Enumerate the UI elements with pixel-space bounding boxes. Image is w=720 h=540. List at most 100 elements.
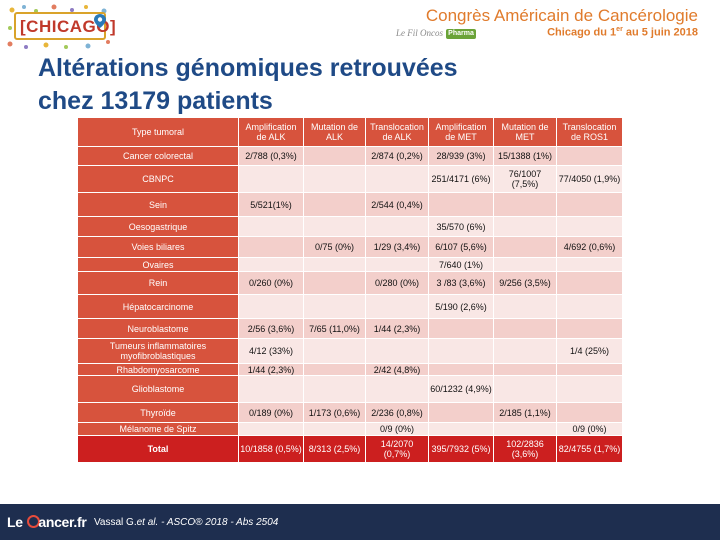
table-cell xyxy=(493,375,557,403)
table-cell: 7/65 (11,0%) xyxy=(303,318,366,339)
table-cell: 77/4050 (1,9%) xyxy=(556,165,623,193)
citation-etal: et al. xyxy=(136,517,159,528)
column-header: Mutation de MET xyxy=(493,117,557,147)
table-row: Cancer colorectal 2/788 (0,3%) 2/874 (0,2%… xyxy=(77,146,623,166)
citation-rest: - ASCO® 2018 - Abs 2504 xyxy=(158,517,279,528)
column-header: Mutation de ALK xyxy=(303,117,366,147)
tumor-type-cell: Tumeurs inflammatoires myofibroblastique… xyxy=(77,338,239,364)
tumor-type-cell: Neuroblastome xyxy=(77,318,239,339)
table-row: Rein 0/260 (0%) 0/280 (0%) 3 /83 (3,6%) 9/25… xyxy=(77,271,623,295)
table-cell xyxy=(238,165,304,193)
table-cell: 251/4171 (6%) xyxy=(428,165,494,193)
table-cell: 1/173 (0,6%) xyxy=(303,402,366,423)
date-superscript: er xyxy=(616,26,623,33)
date-prefix: Chicago du 1 xyxy=(547,26,617,39)
table-cell xyxy=(303,165,366,193)
table-cell xyxy=(556,192,623,217)
table-cell xyxy=(493,422,557,436)
table-cell xyxy=(303,363,366,376)
logo-text: [CHICAGO] xyxy=(20,17,117,36)
table-row: Mélanome de Spitz 0/9 (0%) 0/9 (0%) xyxy=(77,422,623,436)
tumor-type-cell: Voies biliares xyxy=(77,236,239,258)
table-cell: 7/640 (1%) xyxy=(428,257,494,272)
tumor-type-cell: CBNPC xyxy=(77,165,239,193)
table-cell xyxy=(428,318,494,339)
logo-prefix: Le xyxy=(7,514,27,530)
table-cell: 0/75 (0%) xyxy=(303,236,366,258)
table-row: Thyroïde 0/189 (0%) 1/173 (0,6%) 2/236 (0,8… xyxy=(77,402,623,423)
table-cell xyxy=(238,294,304,319)
table-cell: 60/1232 (4,9%) xyxy=(428,375,494,403)
footer-bar: Le ancer.fr Vassal G.et al. - ASCO® 2018… xyxy=(0,504,720,540)
table-cell: 3 /83 (3,6%) xyxy=(428,271,494,295)
total-cell: 14/2070 (0,7%) xyxy=(365,435,429,463)
table-cell xyxy=(238,257,304,272)
table-cell xyxy=(365,375,429,403)
map-pin-icon xyxy=(94,14,106,28)
tumor-type-cell: Rhabdomyosarcome xyxy=(77,363,239,376)
table-cell xyxy=(303,271,366,295)
table-cell xyxy=(493,318,557,339)
table-cell xyxy=(556,257,623,272)
table-cell: 2/236 (0,8%) xyxy=(365,402,429,423)
pharma-badge: Pharma xyxy=(446,29,476,39)
table-cell xyxy=(493,257,557,272)
table-cell: 4/692 (0,6%) xyxy=(556,236,623,258)
table-cell: 35/570 (6%) xyxy=(428,216,494,237)
table-cell xyxy=(493,294,557,319)
table-cell xyxy=(493,192,557,217)
total-cell: 82/4755 (1,7%) xyxy=(556,435,623,463)
table-cell xyxy=(365,165,429,193)
chicago-logo: [CHICAGO] xyxy=(6,4,116,50)
total-label: Total xyxy=(77,435,239,463)
table-cell: 6/107 (5,6%) xyxy=(428,236,494,258)
table-cell xyxy=(303,257,366,272)
tumor-type-cell: Rein xyxy=(77,271,239,295)
tumor-type-cell: Hépatocarcinome xyxy=(77,294,239,319)
table-cell xyxy=(238,375,304,403)
slide-title-line-2: chez 13179 patients xyxy=(38,87,273,115)
table-cell xyxy=(428,192,494,217)
fil-oncos-label: Le Fil Oncos xyxy=(396,28,443,38)
column-header: Translocation de ROS1 xyxy=(556,117,623,147)
table-cell xyxy=(556,216,623,237)
column-header: Amplification de MET xyxy=(428,117,494,147)
slide-title-line-1: Altérations génomiques retrouvées xyxy=(38,54,458,82)
table-row: Sein 5/521(1%) 2/544 (0,4%) xyxy=(77,192,623,217)
c-ring-icon xyxy=(27,515,41,528)
table-cell xyxy=(238,216,304,237)
total-cell: 395/7932 (5%) xyxy=(428,435,494,463)
table-row: Glioblastome 60/1232 (4,9%) xyxy=(77,375,623,403)
table-cell: 2/56 (3,6%) xyxy=(238,318,304,339)
table-row: Tumeurs inflammatoires myofibroblastique… xyxy=(77,338,623,364)
table-cell: 2/544 (0,4%) xyxy=(365,192,429,217)
table-cell xyxy=(238,422,304,436)
tumor-type-cell: Sein xyxy=(77,192,239,217)
table-cell: 2/788 (0,3%) xyxy=(238,146,304,166)
table-cell: 2/874 (0,2%) xyxy=(365,146,429,166)
table-cell: 1/44 (2,3%) xyxy=(238,363,304,376)
table-cell: 0/9 (0%) xyxy=(556,422,623,436)
lecancer-logo: Le ancer.fr xyxy=(7,514,87,530)
total-cell: 8/313 (2,5%) xyxy=(303,435,366,463)
table-cell: 2/42 (4,8%) xyxy=(365,363,429,376)
table-header-row: Type tumoral Amplification de ALK Mutation… xyxy=(77,117,623,147)
total-cell: 10/1858 (0,5%) xyxy=(238,435,304,463)
table-cell: 5/190 (2,6%) xyxy=(428,294,494,319)
table-row: Neuroblastome 2/56 (3,6%) 7/65 (11,0%) 1/44… xyxy=(77,318,623,339)
tumor-type-cell: Thyroïde xyxy=(77,402,239,423)
table-cell xyxy=(365,257,429,272)
table-cell: 1/44 (2,3%) xyxy=(365,318,429,339)
table-cell xyxy=(556,271,623,295)
table-cell xyxy=(365,294,429,319)
table-row: Rhabdomyosarcome 1/44 (2,3%) 2/42 (4,8%) xyxy=(77,363,623,376)
table-cell xyxy=(303,192,366,217)
table-cell xyxy=(556,294,623,319)
table-cell: 0/189 (0%) xyxy=(238,402,304,423)
table-cell: 0/260 (0%) xyxy=(238,271,304,295)
table-cell xyxy=(556,375,623,403)
logo-suffix: ancer.fr xyxy=(38,514,87,530)
table-cell xyxy=(556,318,623,339)
table-cell: 1/29 (3,4%) xyxy=(365,236,429,258)
table-row: Oesogastrique 35/570 (6%) xyxy=(77,216,623,237)
